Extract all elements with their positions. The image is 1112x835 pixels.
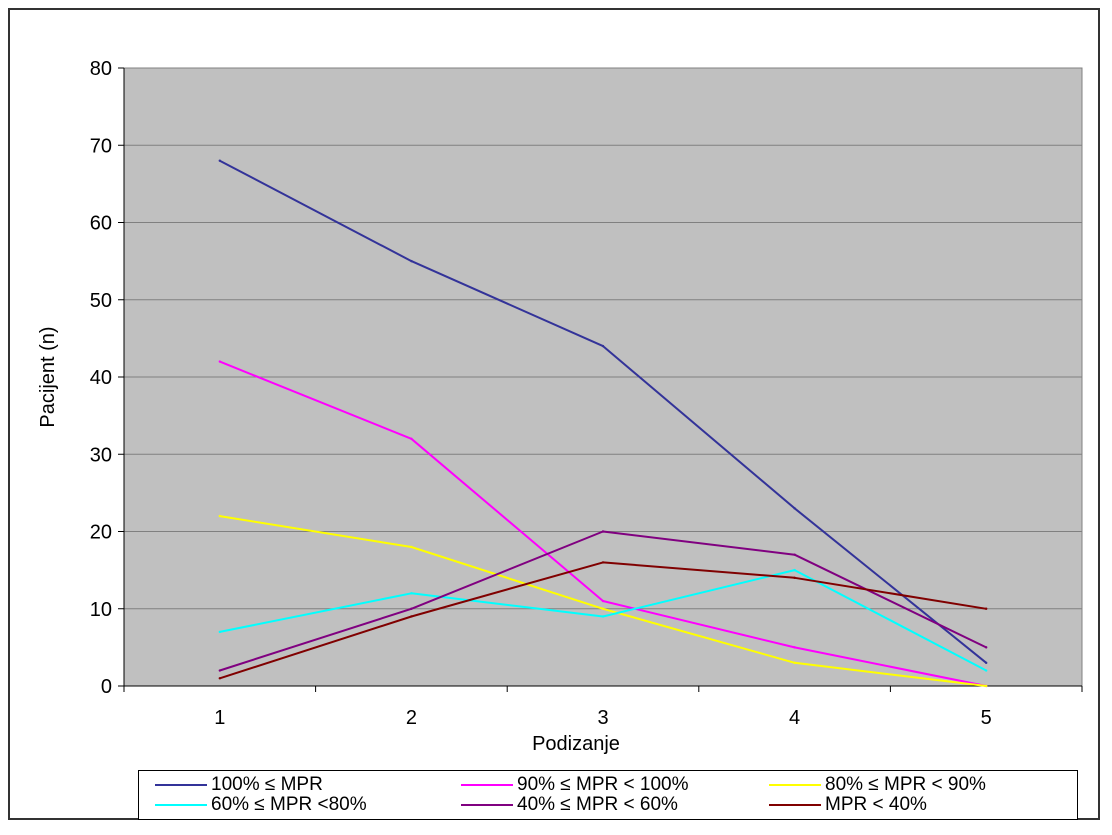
legend-label-series-6: MPR < 40% <box>825 794 927 815</box>
data-point-series-2 <box>793 646 796 649</box>
data-point-series-4 <box>985 669 988 672</box>
legend-item-series-6: MPR < 40% <box>769 794 927 816</box>
legend-label-series-4: 60% ≤ MPR <80% <box>211 794 367 815</box>
data-point-series-6 <box>793 576 796 580</box>
y-tick-label: 30 <box>90 444 112 466</box>
data-point-series-6 <box>218 677 221 680</box>
legend-swatch-series-6 <box>769 804 821 806</box>
data-point-series-2 <box>218 360 221 363</box>
x-tick-label: 5 <box>981 707 992 729</box>
data-point-series-4 <box>410 592 413 595</box>
line-chart: 0 10 20 30 40 50 60 70 80 1 2 3 4 5 Podizanje Pacijen… <box>37 58 1083 755</box>
legend-item-series-1: 100% ≤ MPR <box>155 774 323 796</box>
data-point-series-3 <box>410 545 413 549</box>
data-point-series-2 <box>601 599 605 603</box>
data-point-series-1 <box>601 344 605 348</box>
data-point-series-3 <box>218 514 221 518</box>
y-tick-label: 70 <box>90 135 112 157</box>
data-point-series-1 <box>218 159 221 162</box>
data-point-series-6 <box>410 615 413 618</box>
data-point-series-6 <box>601 561 605 564</box>
y-tick-label: 20 <box>90 522 112 544</box>
data-point-series-2 <box>410 437 413 440</box>
x-tick-label: 2 <box>406 707 417 729</box>
legend-swatch-series-5 <box>461 804 513 806</box>
x-axis-title: Podizanje <box>532 733 620 755</box>
data-point-series-3 <box>793 661 796 665</box>
legend-swatch-series-1 <box>155 784 207 786</box>
y-axis-title: Pacijent (n) <box>37 326 59 427</box>
legend: 100% ≤ MPR 90% ≤ MPR < 100% 80% ≤ MPR < … <box>138 770 1078 820</box>
y-tick-label: 80 <box>90 58 112 80</box>
legend-label-series-2: 90% ≤ MPR < 100% <box>517 774 689 795</box>
y-tick-label: 0 <box>101 676 112 698</box>
legend-item-series-3: 80% ≤ MPR < 90% <box>769 774 986 796</box>
data-point-series-6 <box>985 607 988 610</box>
chart-frame: 0 10 20 30 40 50 60 70 80 1 2 3 4 5 Podizanje Pacijen… <box>8 8 1100 820</box>
data-point-series-3 <box>601 607 605 610</box>
y-tick-label: 50 <box>90 290 112 312</box>
data-point-series-5 <box>793 553 796 556</box>
data-point-series-1 <box>985 661 988 665</box>
x-tick-label: 4 <box>789 707 800 729</box>
legend-swatch-series-3 <box>769 784 821 786</box>
data-point-series-5 <box>601 530 605 533</box>
x-tick-label: 1 <box>214 707 225 729</box>
legend-label-series-5: 40% ≤ MPR < 60% <box>517 794 678 815</box>
legend-label-series-3: 80% ≤ MPR < 90% <box>825 774 986 795</box>
y-tick-label: 60 <box>90 213 112 235</box>
legend-swatch-series-2 <box>461 784 513 786</box>
series-lines <box>218 159 988 688</box>
legend-item-series-5: 40% ≤ MPR < 60% <box>461 794 678 816</box>
data-point-series-1 <box>793 507 796 510</box>
gridlines <box>124 67 1082 610</box>
data-point-series-3 <box>985 684 988 688</box>
legend-item-series-2: 90% ≤ MPR < 100% <box>461 774 688 796</box>
data-point-series-1 <box>410 259 413 263</box>
x-tick-label: 3 <box>597 707 608 729</box>
legend-item-series-4: 60% ≤ MPR <80% <box>155 794 367 816</box>
data-point-series-5 <box>218 669 221 672</box>
data-point-series-4 <box>218 630 221 634</box>
tick-labels: 0 10 20 30 40 50 60 70 80 1 2 3 4 5 <box>90 58 992 729</box>
data-point-series-4 <box>793 568 796 572</box>
y-tick-label: 40 <box>90 367 112 389</box>
axes <box>118 67 1083 692</box>
data-point-series-5 <box>985 646 988 649</box>
data-point-series-5 <box>410 607 413 610</box>
legend-swatch-series-4 <box>155 804 207 806</box>
legend-label-series-1: 100% ≤ MPR <box>211 774 323 795</box>
y-tick-label: 10 <box>90 599 112 621</box>
data-point-series-4 <box>601 615 605 618</box>
